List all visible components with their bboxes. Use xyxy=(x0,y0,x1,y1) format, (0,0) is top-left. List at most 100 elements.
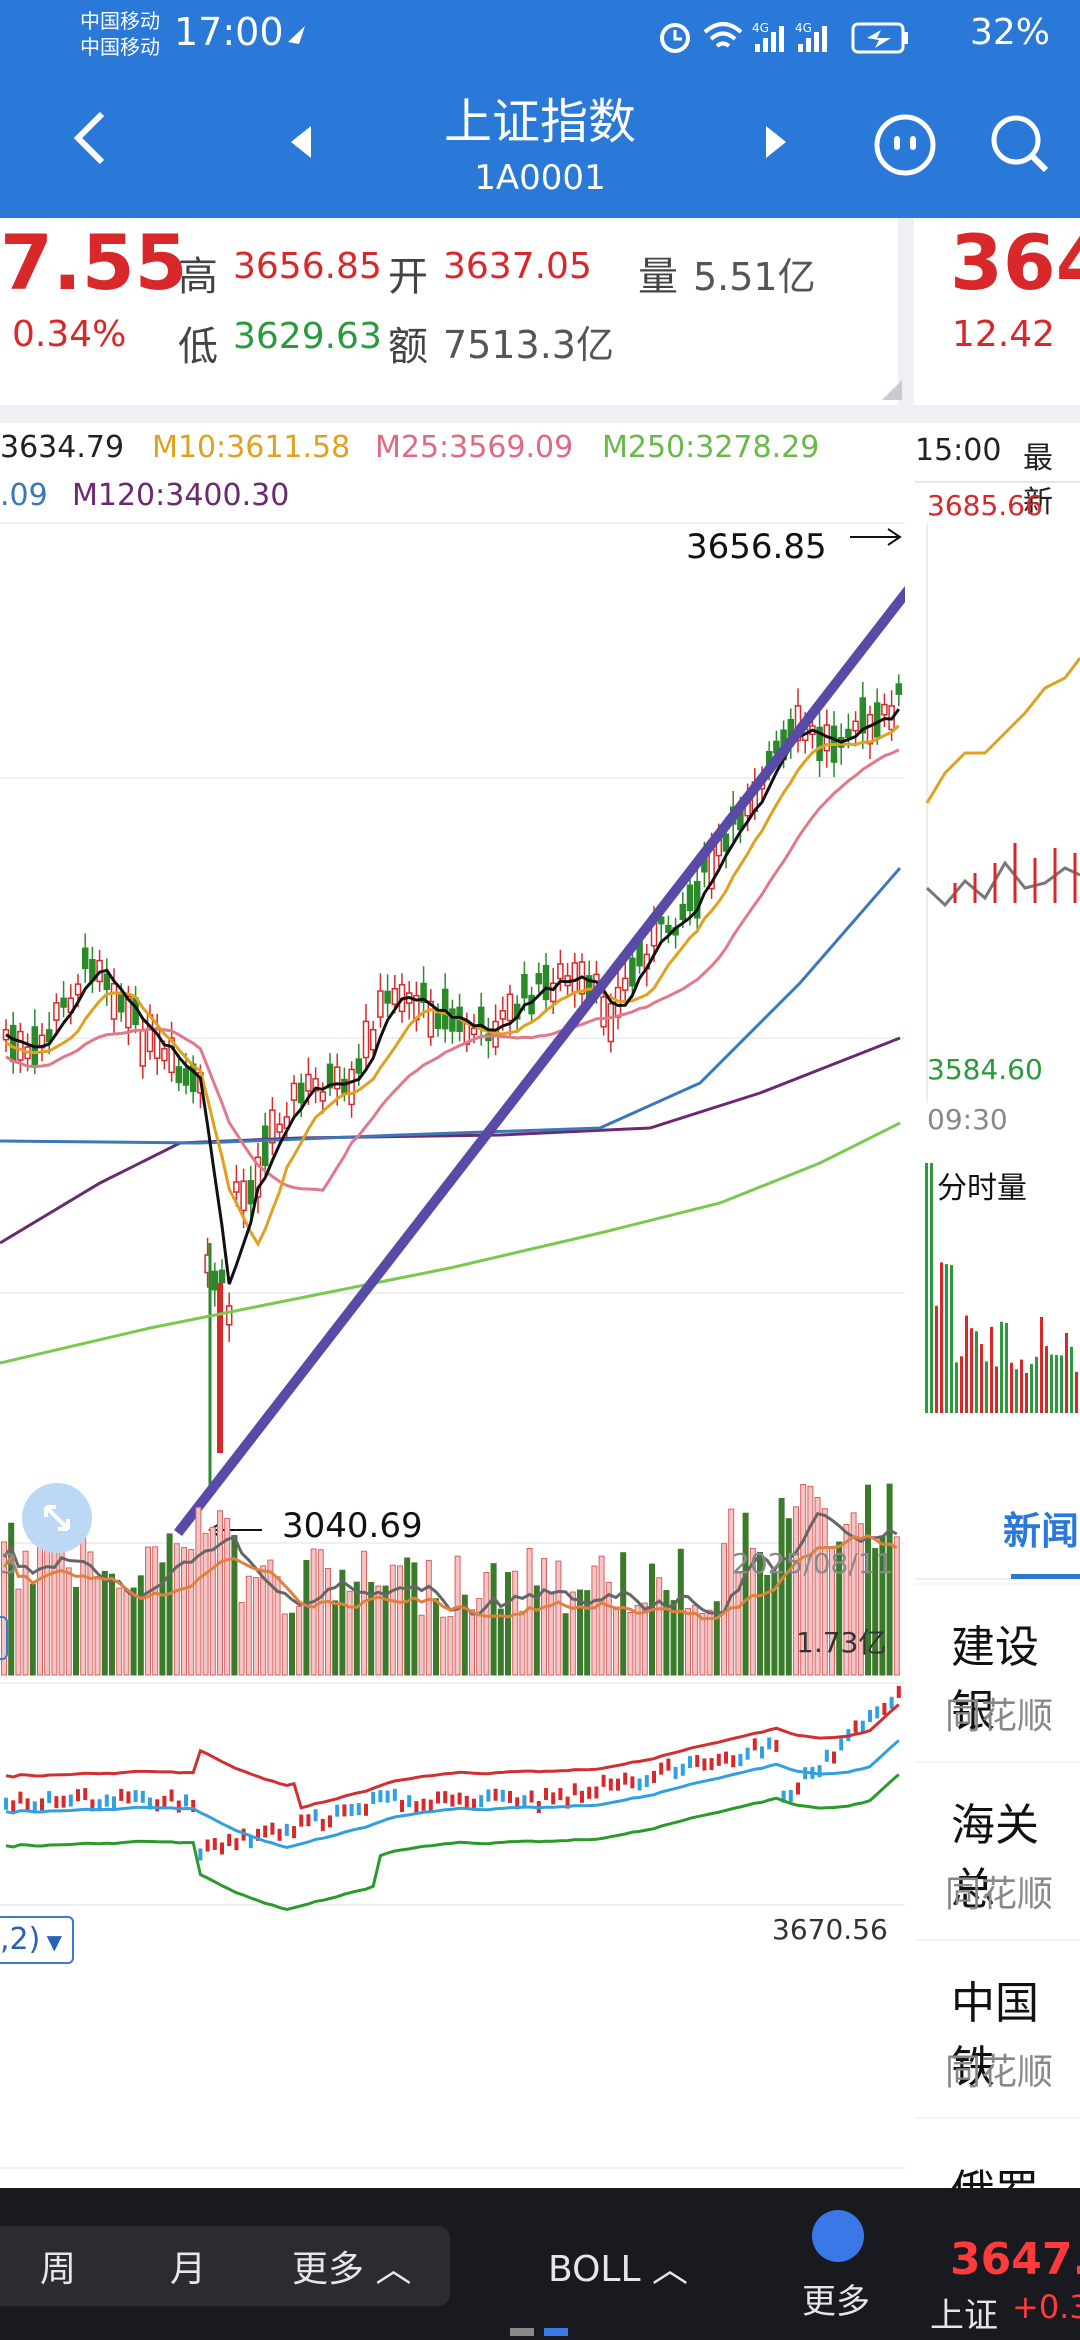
intraday-volume-bar xyxy=(990,1326,993,1413)
candle xyxy=(369,1028,377,1051)
candle xyxy=(506,993,514,1022)
period-month-button[interactable]: 月 xyxy=(170,2249,207,2290)
volume-bar xyxy=(116,1587,123,1676)
volume-bar xyxy=(80,1535,87,1676)
search-icon[interactable] xyxy=(988,112,1054,178)
chat-bot-icon[interactable] xyxy=(872,112,938,178)
boll-candle xyxy=(868,1709,872,1722)
volume-bar xyxy=(361,1550,367,1676)
boll-candle xyxy=(486,1789,491,1802)
boll-candle xyxy=(25,1798,30,1811)
candle xyxy=(341,1078,348,1094)
boll-candle xyxy=(162,1795,167,1808)
back-icon[interactable] xyxy=(70,110,110,166)
intraday-volume-bar xyxy=(955,1362,958,1413)
candle xyxy=(845,728,852,739)
period-week-button[interactable]: 周 xyxy=(40,2249,77,2290)
boll-candle xyxy=(731,1755,736,1768)
period-more-button[interactable]: 更多 ︿ xyxy=(292,2249,412,2290)
candle xyxy=(125,995,132,1029)
boll-candle xyxy=(227,1834,232,1847)
intraday-latest-label: 最新 xyxy=(1023,441,1053,520)
boll-candle xyxy=(695,1754,700,1767)
prev-stock-icon[interactable] xyxy=(285,122,315,162)
volume-bar xyxy=(310,1548,317,1676)
kline-chart[interactable]: 3634.79 M10:3611.58 M25:3569.09 M250:327… xyxy=(0,423,905,2188)
boll-candle xyxy=(313,1809,318,1822)
volume-bar xyxy=(433,1598,439,1676)
volume-bar xyxy=(447,1616,454,1676)
volume-bar xyxy=(418,1614,425,1676)
volume-bar xyxy=(605,1581,612,1676)
ma25-value: M25:3569.09 xyxy=(375,430,574,465)
boll-indicator-selector[interactable]: ,2) ▼ xyxy=(0,1916,74,1964)
volume-bar xyxy=(217,1510,223,1676)
intraday-panel[interactable]: 15:00 最新 3685.66 3584.60 09:30 分时量 新闻 建设… xyxy=(915,423,1080,2188)
boll-candle xyxy=(817,1765,822,1778)
ma25-line xyxy=(5,748,900,1192)
news-item[interactable]: 建设银 同花顺 xyxy=(915,1585,1080,1761)
candle xyxy=(276,1123,283,1133)
news-item[interactable]: 中国铁 同花顺 xyxy=(915,1941,1080,2117)
boll-candle xyxy=(760,1746,764,1759)
volume-bar xyxy=(260,1565,267,1676)
candle xyxy=(621,977,629,991)
volume-bar xyxy=(649,1563,655,1676)
boll-candle xyxy=(11,1800,16,1813)
low-annotation: 3040.69 xyxy=(282,1506,423,1546)
next-stock-icon[interactable] xyxy=(762,122,792,162)
fullscreen-button[interactable] xyxy=(22,1483,92,1553)
volume-bar xyxy=(382,1585,389,1676)
volume-bar xyxy=(749,1547,756,1676)
candle xyxy=(146,1014,154,1053)
volume-bar xyxy=(22,1550,29,1676)
tab-news[interactable]: 新闻 xyxy=(1003,1509,1080,1553)
boll-candle xyxy=(724,1751,728,1764)
boll-candle xyxy=(472,1798,476,1811)
candle xyxy=(657,916,665,925)
volume-bar xyxy=(317,1549,324,1676)
ticker-name: 上证 xyxy=(930,2296,998,2336)
volume-indicator-selector[interactable] xyxy=(0,1616,8,1660)
news-item[interactable]: 海关总 同花顺 xyxy=(915,1763,1080,1939)
candle xyxy=(391,988,399,1005)
volume-bar xyxy=(627,1611,634,1676)
candle xyxy=(290,1082,298,1101)
volume-bar xyxy=(281,1613,288,1676)
boll-candle xyxy=(500,1789,505,1802)
boll-candles xyxy=(4,1685,901,1861)
more-button[interactable]: 更多 xyxy=(802,2282,870,2322)
boll-candle xyxy=(364,1803,368,1816)
indicator-boll-button[interactable]: BOLL ︿ xyxy=(548,2249,688,2290)
expand-icon xyxy=(44,1505,70,1531)
boll-candle xyxy=(716,1753,721,1766)
boll-candle xyxy=(4,1797,8,1810)
candle xyxy=(348,1068,355,1106)
boll-candle xyxy=(702,1758,707,1771)
volume-ma-line-2 xyxy=(2,1534,898,1621)
boll-candle xyxy=(580,1790,584,1803)
battery-icon xyxy=(851,22,905,54)
news-item[interactable]: 俄罗斯 xyxy=(915,2119,1080,2188)
boll-candle xyxy=(688,1756,692,1769)
more-apps-icon[interactable] xyxy=(812,2210,864,2262)
volume-bar xyxy=(476,1598,483,1676)
volume-bar xyxy=(706,1609,713,1676)
volume-bar xyxy=(245,1575,252,1676)
volume-bar xyxy=(231,1535,238,1676)
candle xyxy=(319,1091,327,1102)
volume-bar xyxy=(865,1484,871,1676)
expand-corner-icon[interactable] xyxy=(878,376,906,404)
ma250-value: M250:3278.29 xyxy=(602,430,820,465)
boll-candle xyxy=(342,1804,347,1817)
ticker-price[interactable]: 3647.5 xyxy=(950,2234,1080,2285)
boll-lower-line xyxy=(5,1773,900,1912)
candle xyxy=(557,963,564,980)
intraday-bottom: 3584.60 xyxy=(927,1053,1043,1086)
candle xyxy=(665,924,672,933)
volume-bar xyxy=(836,1541,843,1676)
boll-candle xyxy=(328,1815,332,1828)
intraday-volume-bar xyxy=(975,1331,978,1413)
volume-bar xyxy=(65,1567,72,1676)
boll-candle xyxy=(853,1720,858,1733)
